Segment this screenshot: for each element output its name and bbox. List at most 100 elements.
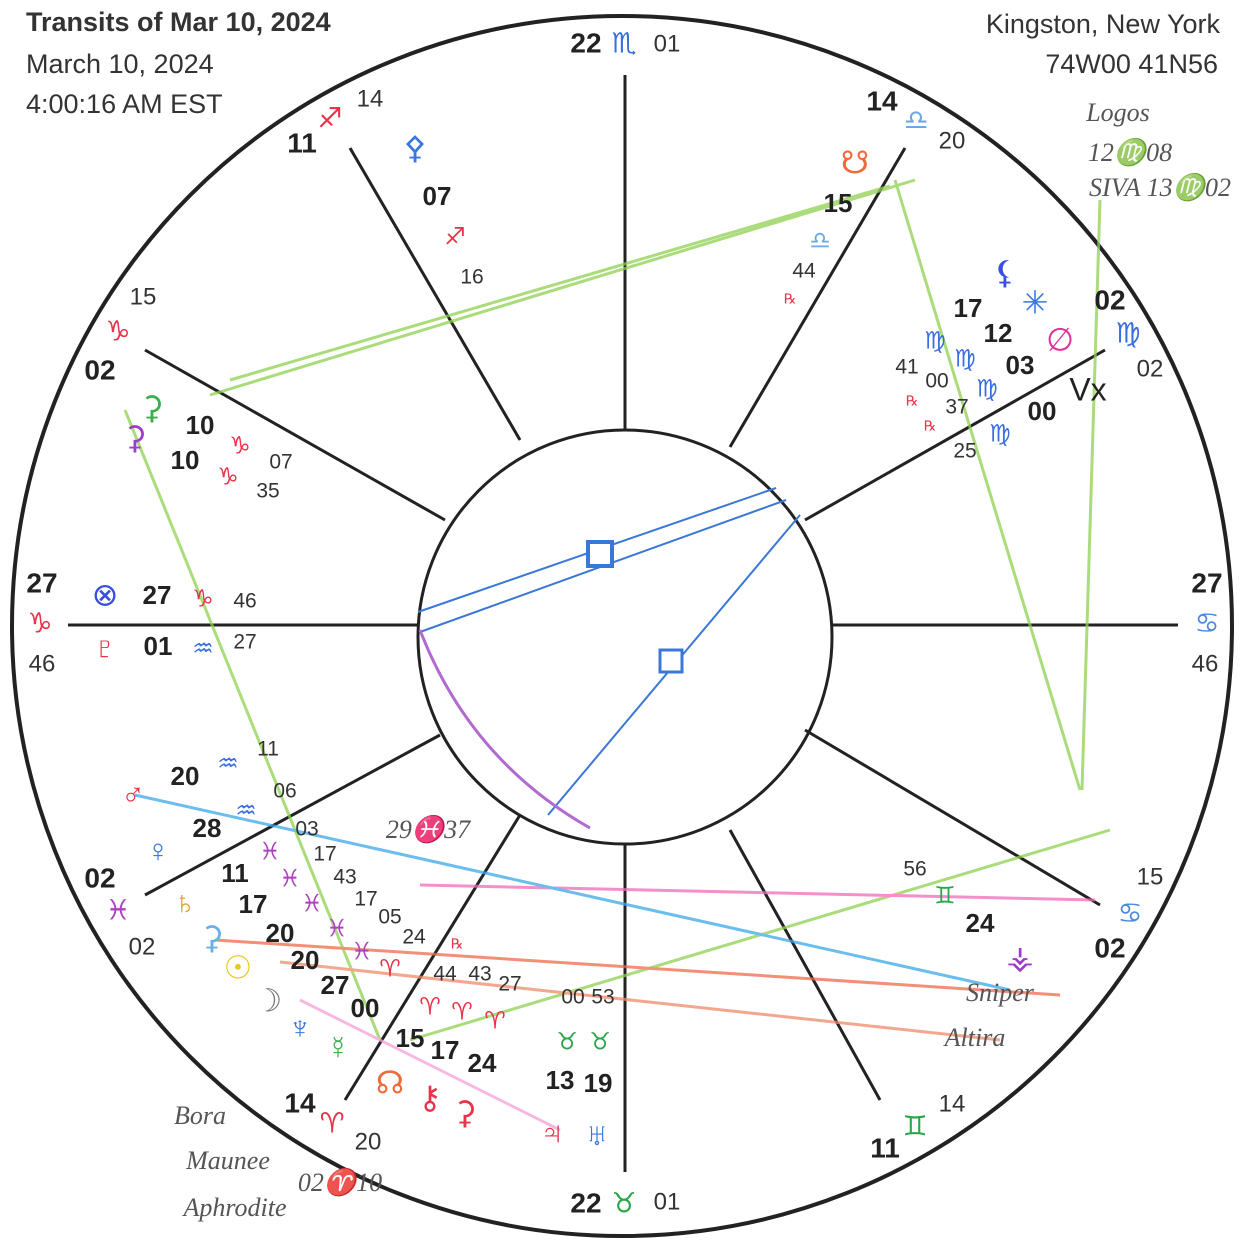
planet-sign: ♑ [192,585,214,612]
planet-degree: 15 [824,188,853,218]
cusp-degree: 22 [570,1187,601,1218]
cusp-sign: ♑ [105,315,130,346]
planet-glyph: ♄ [173,884,197,920]
handwritten-note: Logos [1085,98,1150,127]
cusp-degree: 27 [26,567,57,598]
handwritten-note: Altira [943,1023,1006,1052]
cusp-sign: ♑ [27,607,52,638]
planet-glyph: ☽ [254,982,283,1018]
planet-sign: ♒ [192,635,214,662]
planet-minutes: 43 [333,866,356,889]
cusp-degree: 11 [870,1132,900,1163]
retrograde-mark: ℞ [784,291,797,307]
planet-minutes: 24 [402,926,426,949]
cusp-sign: ♏ [611,27,636,58]
planet-glyph: ⚶ [1006,939,1033,975]
planet-minutes: 44 [433,963,457,986]
planet-minutes: 05 [378,906,401,929]
planet-glyph: ⚷ [418,1079,441,1115]
planet-minutes: 41 [895,356,918,379]
planet-glyph: ⚸ [993,254,1016,290]
handwritten-note: 02♈10 [298,1167,382,1197]
chart-time: 4:00:16 AM EST [26,89,223,119]
planet-minutes: 00 [561,986,584,1009]
handwritten-note: 12♍08 [1088,137,1172,167]
handwritten-note: Sniper [966,978,1035,1007]
planet-degree: 17 [954,293,983,323]
aspect-lines [418,488,800,828]
wheel [12,16,1232,1236]
planet-sign: ♎ [809,227,831,254]
planet-minutes: 03 [295,818,318,841]
planet-glyph: ∅ [1046,321,1074,357]
inner-ring [418,430,832,844]
planet-sign: ♈ [379,955,401,982]
planet-sign: ♓ [326,915,348,942]
handdrawn-arc [420,630,590,828]
planet-degree: 10 [186,410,215,440]
house-cusps [68,75,1178,1172]
planet-sign: ♍ [989,420,1011,447]
planet-minutes: 11 [257,738,279,761]
cusp-sign: ♐ [317,102,342,133]
cusp-degree: 22 [570,27,601,58]
chart-page: Transits of Mar 10, 2024 March 10, 2024 … [0,0,1243,1248]
planet-degree: 12 [984,318,1013,348]
cusp-minutes: 14 [357,85,384,112]
handwritten-note: Maunee [185,1146,270,1175]
planet-sign: ♓ [301,890,323,917]
handwritten-note: 29♓37 [386,814,471,844]
handdrawn-line [125,410,380,1040]
cusp-minutes: 01 [654,30,681,57]
planet-glyph: ⚳ [123,419,146,455]
cusp-degree: 14 [284,1087,316,1118]
planet-sign: ♈ [419,993,441,1020]
planet-sign: ♊ [934,882,956,909]
cusp-sign: ♍ [1115,317,1140,348]
planet-sign: ♉ [589,1028,611,1055]
retrograde-mark: ℞ [451,936,464,952]
planet-degree: 01 [144,631,173,661]
retrograde-mark: ℞ [906,393,919,409]
cusp-degree: 02 [84,862,115,893]
cusp-degree: 27 [1191,567,1222,598]
cusp-sign: ♋ [1194,607,1219,638]
planet-minutes: 27 [233,631,256,654]
planet-minutes: 35 [256,480,279,503]
planet-sign: ♑ [229,432,251,459]
header: Transits of Mar 10, 2024 March 10, 2024 … [26,7,1221,119]
planet-degree: 07 [423,181,452,211]
planet-minutes: 56 [903,858,926,881]
planet-degree: 17 [431,1035,460,1065]
cusp-minutes: 46 [1192,650,1219,677]
planet-sign: ♓ [259,838,281,865]
planet-glyph: ♀ [146,832,170,868]
planet-glyph: ☉ [224,949,253,985]
planet-glyph: ♅ [585,1116,609,1152]
planet-sign: ♐ [444,223,466,250]
handwritten-note: Bora [174,1101,226,1130]
cusp-minutes: 15 [1137,863,1164,890]
cusp-sign: ♈ [319,1107,344,1138]
aspect-glyph [660,650,682,672]
cusp-degree: 02 [1094,932,1125,963]
planet-degree: 13 [546,1065,575,1095]
cusp-degree: 02 [84,354,115,385]
planet-glyph: ☋ [841,144,869,180]
planet-minutes: 27 [498,973,521,996]
planet-glyph: ⚳ [200,919,223,955]
cusp-sign: ♋ [1117,897,1142,928]
planet-minutes: 53 [591,986,614,1009]
cusp-degree: 11 [287,127,317,158]
cusp-degree: 02 [1094,284,1125,315]
cusp-minutes: 14 [939,1090,966,1117]
planet-minutes: 37 [945,396,968,419]
planet-sign: ♈ [451,998,473,1025]
planet-minutes: 00 [925,370,948,393]
planet-degree: 24 [468,1048,497,1078]
cusp-minutes: 02 [1137,355,1164,382]
chart-place: Kingston, New York [986,9,1221,39]
planet-degree: 20 [266,918,295,948]
handdrawn-line [210,180,915,395]
handwritten-note: Aphrodite [181,1193,286,1222]
